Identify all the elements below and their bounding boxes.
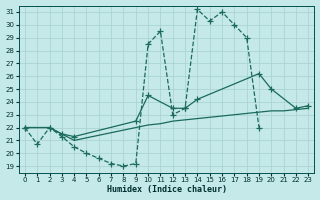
X-axis label: Humidex (Indice chaleur): Humidex (Indice chaleur) xyxy=(107,185,227,194)
